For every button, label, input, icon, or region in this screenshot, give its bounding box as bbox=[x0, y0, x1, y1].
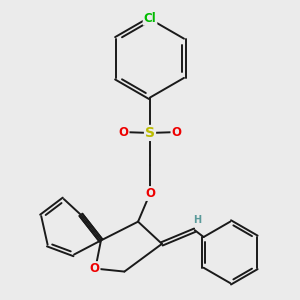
Text: O: O bbox=[118, 126, 129, 139]
Text: O: O bbox=[89, 262, 100, 275]
Text: O: O bbox=[171, 126, 182, 139]
Text: O: O bbox=[145, 187, 155, 200]
Text: H: H bbox=[193, 214, 201, 224]
Text: Cl: Cl bbox=[144, 12, 156, 25]
Text: S: S bbox=[145, 126, 155, 140]
